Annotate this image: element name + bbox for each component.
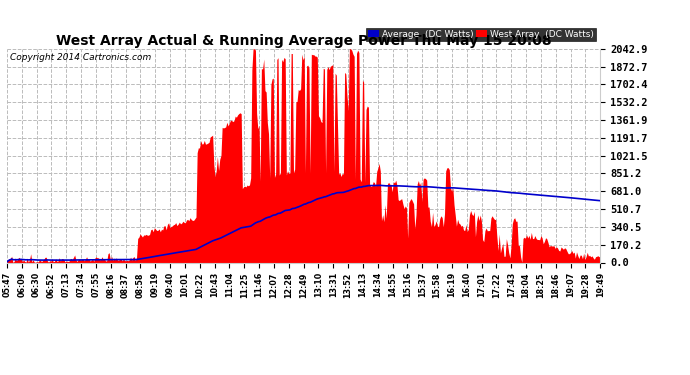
Title: West Array Actual & Running Average Power Thu May 15 20:08: West Array Actual & Running Average Powe… [56, 34, 551, 48]
Text: Copyright 2014 Cartronics.com: Copyright 2014 Cartronics.com [10, 53, 151, 62]
Legend: Average  (DC Watts), West Array  (DC Watts): Average (DC Watts), West Array (DC Watts… [366, 28, 595, 41]
